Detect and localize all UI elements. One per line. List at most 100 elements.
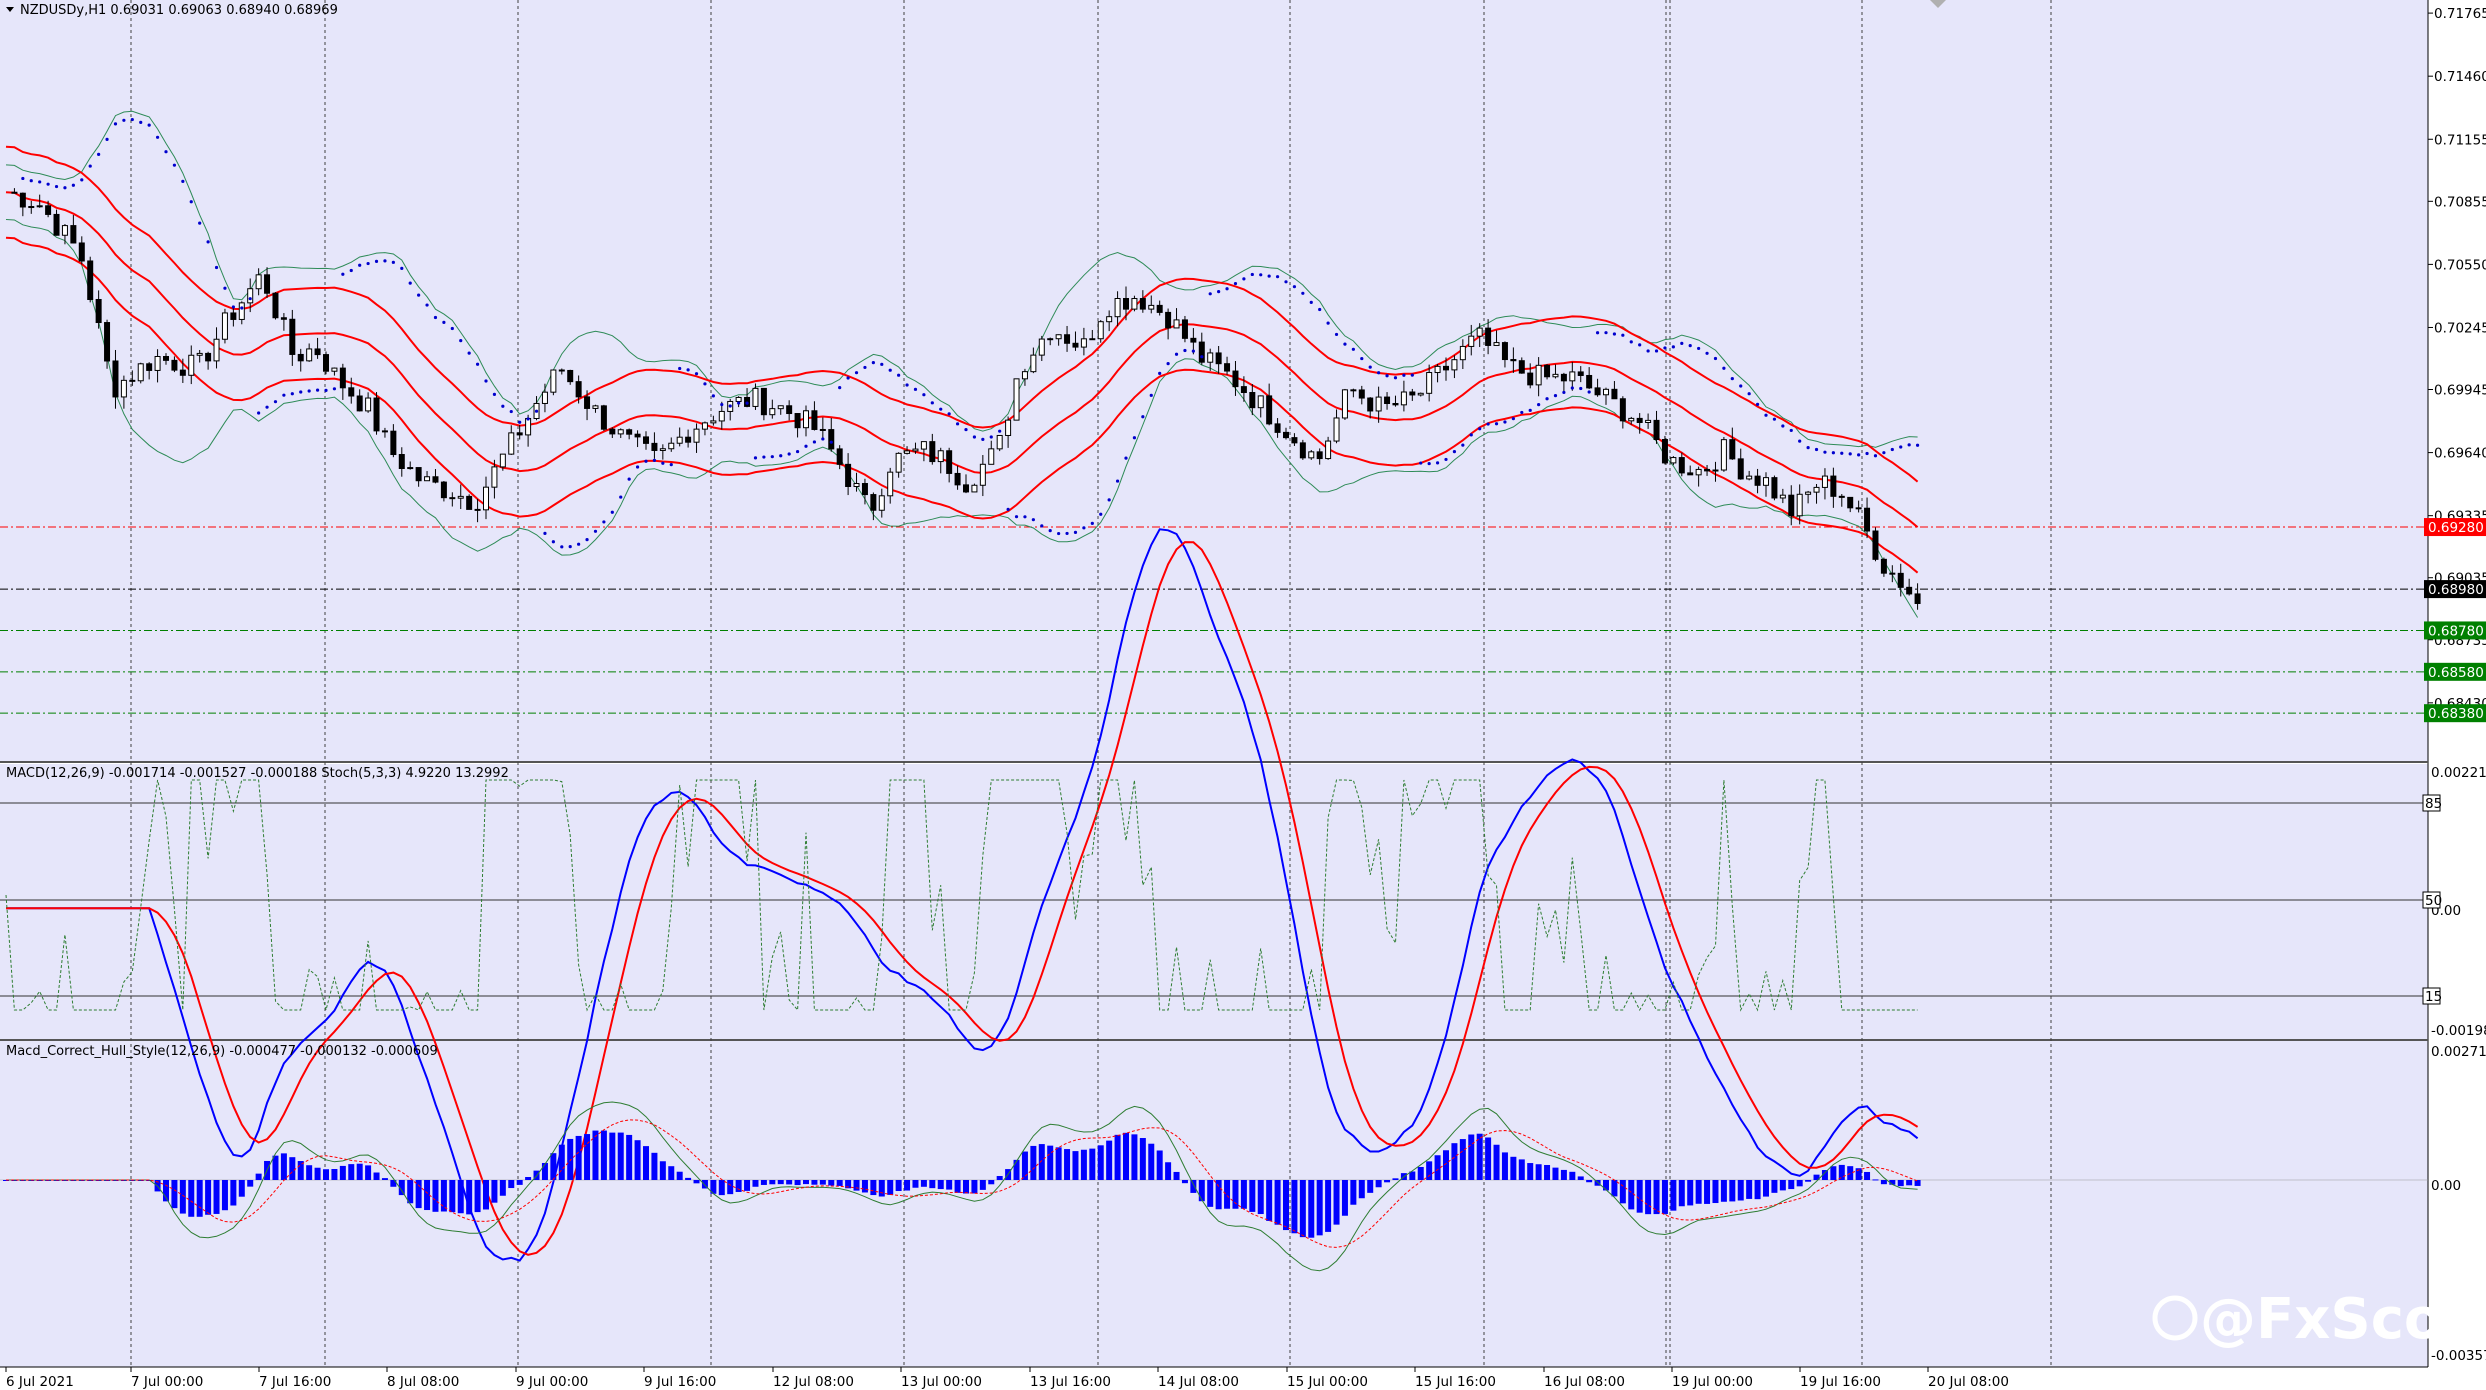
- price-tick-label: 0.70550: [2434, 257, 2486, 273]
- hull-histogram-bar: [1190, 1180, 1197, 1193]
- candle-body: [1830, 475, 1837, 497]
- hull-histogram-bar: [1316, 1180, 1323, 1236]
- hull-histogram-bar: [1603, 1180, 1609, 1191]
- sar-dot: [315, 388, 320, 392]
- candle-body: [1763, 477, 1769, 486]
- sar-dot: [1537, 402, 1541, 407]
- sar-dot: [913, 387, 918, 391]
- candle-body: [1013, 378, 1020, 421]
- candle-body: [1552, 373, 1559, 378]
- hull-histogram-bar: [659, 1161, 666, 1180]
- chart-shift-marker-icon[interactable]: [1930, 0, 1946, 8]
- hull-histogram-bar: [1821, 1170, 1828, 1180]
- sar-dot: [63, 186, 67, 190]
- sar-dot: [619, 495, 623, 499]
- time-label: 12 Jul 08:00: [773, 1374, 854, 1390]
- time-label: 20 Jul 08:00: [1928, 1374, 2009, 1390]
- candle-body: [238, 302, 245, 320]
- candle-body: [1215, 352, 1222, 365]
- candle-body: [1417, 392, 1424, 396]
- sar-dot: [417, 293, 421, 297]
- candle-body: [617, 429, 624, 435]
- bollinger-bands: [5, 110, 1919, 618]
- sar-dot: [273, 400, 278, 404]
- candle-body: [1577, 371, 1584, 376]
- sar-dot: [1301, 291, 1305, 295]
- candle-body: [1746, 475, 1753, 480]
- candle-body: [1156, 304, 1163, 313]
- sar-dot: [998, 429, 1002, 433]
- hull-histogram-bar: [1232, 1180, 1239, 1209]
- candle-body: [137, 363, 144, 382]
- candle-body: [1847, 496, 1854, 509]
- sar-dot: [1511, 417, 1515, 421]
- price-level-lines[interactable]: [0, 526, 2428, 714]
- hull-histogram-bar: [1661, 1180, 1668, 1214]
- price-tag-label: 0.68380: [2428, 706, 2484, 722]
- price-tick-label: 0.69945: [2434, 383, 2486, 399]
- hull-histogram-bar: [878, 1180, 885, 1197]
- candle-body: [803, 410, 809, 429]
- sar-dot: [198, 221, 202, 225]
- hull-histogram-bar: [828, 1180, 835, 1186]
- symbol-dropdown-icon[interactable]: [6, 7, 14, 12]
- candle-body: [887, 471, 894, 497]
- candle-body: [1047, 338, 1054, 341]
- candle-body: [36, 205, 43, 208]
- candle-body: [1409, 391, 1416, 396]
- hull-histogram-bar: [272, 1155, 279, 1180]
- sar-dot: [1831, 451, 1835, 455]
- hull-histogram-bar: [895, 1180, 902, 1192]
- candle-body: [1030, 354, 1037, 373]
- sar-dot: [610, 510, 614, 514]
- stoch-level-tag: [2422, 891, 2441, 909]
- sar-dot: [425, 303, 429, 307]
- signal-line: [6, 541, 1919, 1256]
- candle-body: [1274, 423, 1281, 433]
- envelope-upper: [5, 145, 1919, 483]
- candle-body: [904, 450, 911, 454]
- hull-histogram-bar: [1678, 1180, 1685, 1207]
- hull-histogram-bar: [1089, 1148, 1096, 1180]
- hull-histogram-bar: [331, 1169, 338, 1180]
- sar-dot: [1351, 347, 1355, 351]
- candle-body: [1384, 396, 1391, 405]
- sar-dot: [551, 540, 555, 544]
- candle-body: [348, 387, 355, 397]
- sar-dot: [1595, 331, 1600, 335]
- hull-histogram-bar: [845, 1180, 852, 1189]
- hull-histogram-bar: [1838, 1164, 1845, 1180]
- sar-dot: [1730, 377, 1734, 381]
- sar-dot: [1663, 346, 1667, 350]
- candle-body: [1754, 475, 1761, 486]
- candle-body: [1889, 572, 1896, 575]
- candlesticks: [11, 188, 1921, 610]
- candle-body: [651, 442, 658, 451]
- sar-dot: [450, 326, 454, 331]
- time-label: 6 Jul 2021: [6, 1374, 74, 1390]
- sar-dot: [543, 531, 547, 535]
- sar-dot: [526, 417, 530, 421]
- sar-dot: [1722, 366, 1726, 370]
- hull-histogram-bar: [1636, 1180, 1643, 1213]
- candle-body: [920, 441, 927, 450]
- hull-histogram-bar: [1611, 1180, 1618, 1197]
- candle-body: [558, 369, 565, 372]
- sar-dot: [1562, 390, 1566, 395]
- hull-histogram-bar: [979, 1180, 986, 1190]
- hull-histogram-bar: [1586, 1180, 1593, 1183]
- hull-histogram-bar: [954, 1180, 961, 1193]
- candle-body: [1476, 327, 1483, 337]
- candle-body: [264, 274, 271, 294]
- sar-dot: [1486, 422, 1490, 426]
- time-label: 7 Jul 00:00: [131, 1374, 203, 1390]
- sar-dot: [1326, 321, 1330, 325]
- candle-body: [449, 497, 456, 500]
- sar-dot: [669, 463, 673, 467]
- sar-dot: [1360, 356, 1364, 361]
- sar-dot: [1873, 454, 1878, 458]
- sar-dot: [787, 452, 791, 456]
- candle-body: [769, 408, 776, 416]
- candle-body: [297, 353, 304, 362]
